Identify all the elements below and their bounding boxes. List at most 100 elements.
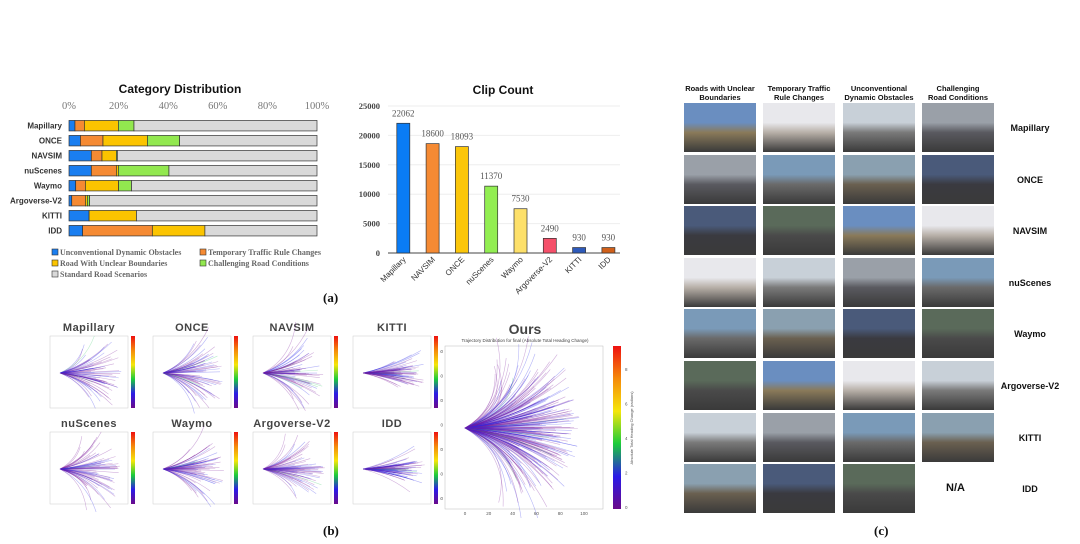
trajectory-line xyxy=(464,377,567,429)
trajectory-line xyxy=(362,468,418,475)
trajectory-line xyxy=(464,418,546,429)
bar-segment xyxy=(90,150,103,162)
trajectory-line xyxy=(362,468,422,484)
example-image xyxy=(763,154,835,204)
trajectory-line xyxy=(59,372,106,385)
trajectory-line xyxy=(262,435,299,470)
trajectory-line xyxy=(59,459,113,470)
trajectory-line xyxy=(262,348,302,374)
trajectory-line xyxy=(464,427,549,450)
trajectory-line xyxy=(362,366,419,374)
trajectory-line xyxy=(162,457,220,470)
trajectory-line xyxy=(362,369,401,374)
trajectory-line xyxy=(464,415,573,429)
data-label: 18600 xyxy=(421,129,444,139)
trajectory-line xyxy=(162,344,201,374)
trajectory-line xyxy=(464,427,524,493)
trajectory-line xyxy=(162,458,209,470)
trajectory-line xyxy=(162,446,216,470)
trajectory-line xyxy=(464,344,520,429)
trajectory-line xyxy=(59,468,92,501)
trajectory-line xyxy=(362,457,409,470)
trajectory-line xyxy=(59,372,102,382)
trajectory-line xyxy=(464,415,532,429)
trajectory-line xyxy=(362,468,423,474)
trajectory-line xyxy=(464,400,555,429)
trajectory-line xyxy=(162,468,216,470)
trajectory-line xyxy=(464,402,513,429)
plot-area xyxy=(49,335,129,409)
trajectory-plot-mapillary: Mapillary xyxy=(40,322,138,416)
trajectory-line xyxy=(464,427,522,464)
plot-area xyxy=(352,335,432,409)
trajectory-line xyxy=(464,378,555,429)
example-image xyxy=(922,103,994,152)
plot-area xyxy=(444,345,604,510)
trajectory-line xyxy=(59,465,120,470)
trajectory-line xyxy=(59,468,88,489)
trajectory-line xyxy=(162,468,202,473)
trajectory-line xyxy=(464,427,568,442)
trajectory-line xyxy=(464,367,565,429)
bar-segment xyxy=(85,180,119,192)
example-image xyxy=(763,206,835,256)
trajectory-line xyxy=(59,372,102,377)
trajectory-line xyxy=(162,461,207,470)
trajectory-line xyxy=(162,468,204,475)
y-tick-label: -60 xyxy=(440,496,443,501)
example-image xyxy=(922,412,994,462)
trajectory-line xyxy=(162,372,210,385)
column-header: Temporary Traffic Rule Changes xyxy=(767,84,831,102)
trajectory-line xyxy=(362,462,419,470)
trajectory-line xyxy=(59,468,95,478)
trajectory-line xyxy=(162,468,205,495)
trajectory-line xyxy=(464,376,539,429)
trajectory-line xyxy=(162,459,217,470)
trajectory-line xyxy=(362,468,403,473)
trajectory-line xyxy=(262,372,311,385)
colorbar xyxy=(234,336,238,408)
trajectory-line xyxy=(162,372,212,394)
trajectory-line xyxy=(262,468,297,474)
trajectory-line xyxy=(162,362,206,374)
trajectory-line xyxy=(464,427,533,450)
trajectory-line xyxy=(464,411,536,429)
trajectory-line xyxy=(262,468,300,478)
trajectory-line xyxy=(262,465,312,470)
trajectory-line xyxy=(464,427,555,462)
trajectory-line xyxy=(59,372,101,402)
trajectory-line xyxy=(362,369,398,374)
trajectory-line xyxy=(464,427,551,434)
trajectory-line xyxy=(362,372,412,378)
bar-segment xyxy=(90,165,117,177)
trajectory-line xyxy=(59,468,110,490)
trajectory-line xyxy=(59,468,87,511)
trajectory-line xyxy=(262,466,321,470)
trajectory-line xyxy=(464,391,512,429)
bar xyxy=(455,146,469,254)
bar-segment xyxy=(84,120,119,132)
trajectory-line xyxy=(464,398,524,429)
trajectory-line xyxy=(464,386,503,429)
trajectory-line xyxy=(464,427,567,435)
trajectory-line xyxy=(362,372,401,375)
trajectory-line xyxy=(362,468,395,473)
trajectory-line xyxy=(362,371,395,374)
trajectory-line xyxy=(162,468,215,484)
trajectory-line xyxy=(262,468,299,474)
trajectory-line xyxy=(362,372,402,375)
trajectory-line xyxy=(362,468,407,471)
trajectory-line xyxy=(464,426,562,429)
panel-label-c: (c) xyxy=(874,523,889,538)
trajectory-line xyxy=(262,372,297,383)
x-tick-label: 20% xyxy=(109,101,129,112)
bar-segment xyxy=(68,150,92,162)
example-image xyxy=(843,103,915,152)
trajectory-line xyxy=(362,350,422,374)
bar-segment xyxy=(68,225,83,237)
trajectory-line xyxy=(464,427,559,455)
trajectory-line xyxy=(362,465,395,470)
trajectory-line xyxy=(362,372,399,388)
trajectory-line xyxy=(162,353,209,374)
trajectory-line xyxy=(162,468,204,494)
